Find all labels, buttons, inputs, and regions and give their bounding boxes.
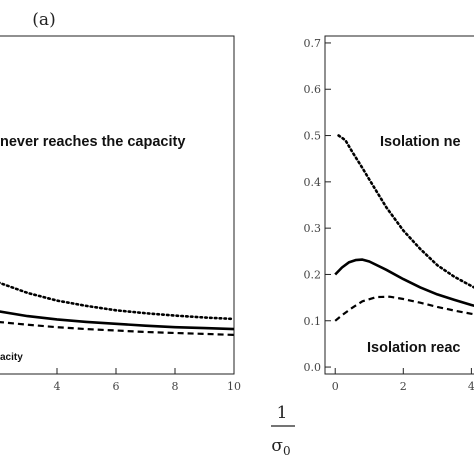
x-label-numerator: 1: [277, 403, 288, 423]
right-y-tick-label: 0.3: [304, 222, 322, 235]
right-y-tick-label: 0.7: [304, 37, 322, 50]
right-ticks: 0 2 4 0.0 0.1 0.2 0.3 0.4 0.5 0.6 0.7: [304, 37, 474, 393]
right-y-tick-label: 0.5: [304, 130, 322, 143]
left-ticks: 4 6 8 10: [54, 368, 241, 393]
right-y-tick-label: 0.0: [304, 361, 322, 374]
right-x-tick-label: 4: [468, 380, 474, 393]
right-x-tick-label: 2: [400, 380, 407, 393]
panel-tag: (a): [32, 10, 55, 30]
left-x-tick-label: 10: [227, 380, 241, 393]
left-region-small-label: acity: [0, 352, 23, 363]
right-region-label-bottom: Isolation reac: [367, 340, 460, 356]
right-series: [334, 134, 474, 322]
right-series-dotted-line: [337, 134, 474, 289]
right-y-tick-label: 0.6: [304, 83, 322, 96]
right-y-tick-label: 0.2: [304, 268, 322, 281]
right-y-tick-label: 0.4: [304, 176, 322, 189]
right-panel: 0 2 4 0.0 0.1 0.2 0.3 0.4 0.5 0.6 0.7 Isolation ne…: [304, 35, 474, 393]
right-y-tick-label: 0.1: [304, 315, 322, 328]
x-axis-label: 1 σ0: [271, 403, 295, 458]
x-label-denominator: σ0: [271, 436, 290, 458]
left-x-tick-label: 6: [113, 380, 120, 393]
right-x-tick-label: 0: [332, 380, 339, 393]
left-series-dotted-line: [0, 281, 236, 321]
left-x-tick-label: 4: [54, 380, 61, 393]
left-series: [0, 281, 236, 336]
right-plot-frame: [324, 35, 474, 375]
left-region-label: never reaches the capacity: [0, 134, 185, 150]
right-series-dashed-line: [334, 295, 474, 322]
left-x-tick-label: 8: [172, 380, 179, 393]
left-series-solid-line: [0, 310, 235, 331]
left-panel: 4 6 8 10 never reaches the capacity acity: [0, 35, 241, 393]
right-region-label-top: Isolation ne: [380, 134, 461, 150]
right-series-solid-line: [334, 258, 474, 308]
